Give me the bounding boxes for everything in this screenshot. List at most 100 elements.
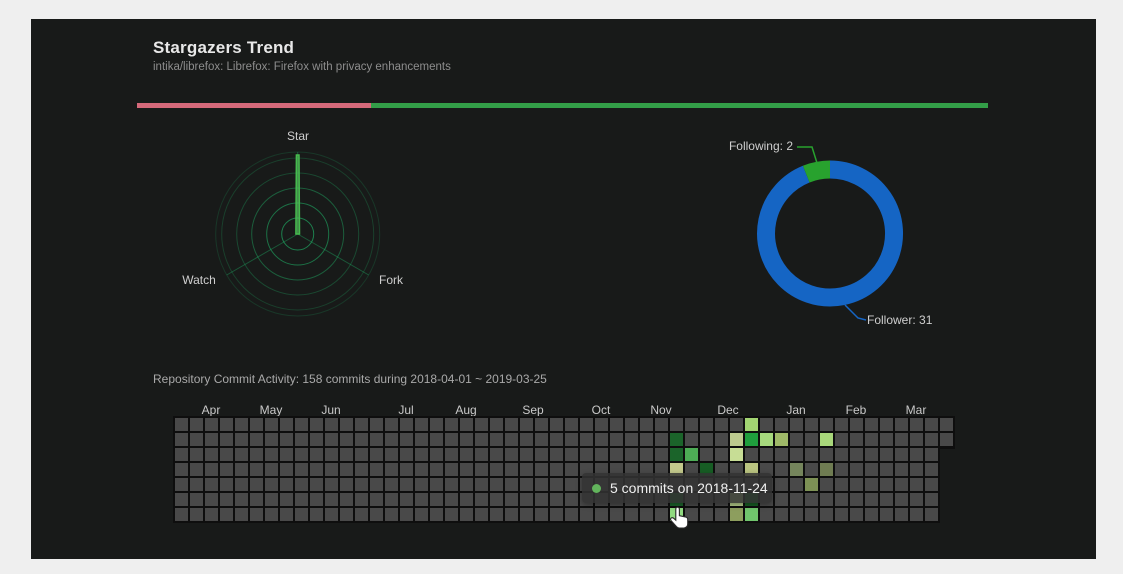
- heatmap-cell[interactable]: [235, 433, 248, 446]
- heatmap-cell[interactable]: [535, 493, 548, 506]
- heatmap-cell[interactable]: [700, 508, 713, 521]
- heatmap-cell[interactable]: [190, 418, 203, 431]
- heatmap-cell[interactable]: [925, 433, 938, 446]
- heatmap-cell[interactable]: [760, 418, 773, 431]
- heatmap-cell[interactable]: [835, 433, 848, 446]
- heatmap-cell[interactable]: [685, 508, 698, 521]
- heatmap-cell[interactable]: [805, 448, 818, 461]
- heatmap-cell[interactable]: [925, 463, 938, 476]
- heatmap-cell[interactable]: [775, 463, 788, 476]
- heatmap-cell[interactable]: [265, 463, 278, 476]
- heatmap-cell[interactable]: [775, 493, 788, 506]
- heatmap-cell[interactable]: [850, 463, 863, 476]
- heatmap-cell[interactable]: [910, 478, 923, 491]
- heatmap-cell[interactable]: [520, 448, 533, 461]
- heatmap-cell[interactable]: [430, 448, 443, 461]
- heatmap-cell[interactable]: [535, 463, 548, 476]
- heatmap-cell[interactable]: [865, 418, 878, 431]
- heatmap-cell[interactable]: [715, 433, 728, 446]
- heatmap-cell[interactable]: [175, 463, 188, 476]
- heatmap-cell[interactable]: [505, 508, 518, 521]
- heatmap-cell[interactable]: [670, 448, 683, 461]
- heatmap-cell[interactable]: [640, 463, 653, 476]
- heatmap-cell[interactable]: [730, 508, 743, 521]
- heatmap-cell[interactable]: [805, 418, 818, 431]
- heatmap-cell[interactable]: [835, 463, 848, 476]
- heatmap-cell[interactable]: [610, 448, 623, 461]
- heatmap-cell[interactable]: [355, 493, 368, 506]
- heatmap-cell[interactable]: [865, 478, 878, 491]
- heatmap-cell[interactable]: [250, 433, 263, 446]
- heatmap-cell[interactable]: [625, 448, 638, 461]
- heatmap-cell[interactable]: [865, 508, 878, 521]
- heatmap-cell[interactable]: [820, 493, 833, 506]
- heatmap-cell[interactable]: [880, 478, 893, 491]
- heatmap-cell[interactable]: [175, 508, 188, 521]
- heatmap-cell[interactable]: [835, 508, 848, 521]
- heatmap-cell[interactable]: [910, 463, 923, 476]
- heatmap-cell[interactable]: [445, 418, 458, 431]
- heatmap-cell[interactable]: [235, 508, 248, 521]
- heatmap-cell[interactable]: [325, 448, 338, 461]
- heatmap-cell[interactable]: [400, 433, 413, 446]
- heatmap-cell[interactable]: [895, 508, 908, 521]
- heatmap-cell[interactable]: [835, 448, 848, 461]
- heatmap-cell[interactable]: [220, 463, 233, 476]
- heatmap-cell[interactable]: [460, 478, 473, 491]
- heatmap-cell[interactable]: [265, 478, 278, 491]
- heatmap-cell[interactable]: [310, 493, 323, 506]
- heatmap-cell[interactable]: [595, 418, 608, 431]
- heatmap-cell[interactable]: [790, 508, 803, 521]
- heatmap-cell[interactable]: [745, 508, 758, 521]
- heatmap-cell[interactable]: [760, 448, 773, 461]
- heatmap-cell[interactable]: [475, 463, 488, 476]
- heatmap-cell[interactable]: [205, 448, 218, 461]
- heatmap-cell[interactable]: [925, 493, 938, 506]
- heatmap-cell[interactable]: [865, 493, 878, 506]
- heatmap-cell[interactable]: [895, 418, 908, 431]
- heatmap-cell[interactable]: [790, 433, 803, 446]
- heatmap-cell[interactable]: [940, 418, 953, 431]
- heatmap-cell[interactable]: [385, 508, 398, 521]
- heatmap-cell[interactable]: [340, 463, 353, 476]
- heatmap-cell[interactable]: [250, 448, 263, 461]
- heatmap-cell[interactable]: [535, 448, 548, 461]
- heatmap-cell[interactable]: [400, 463, 413, 476]
- heatmap-cell[interactable]: [400, 508, 413, 521]
- heatmap-cell[interactable]: [445, 448, 458, 461]
- heatmap-cell[interactable]: [880, 508, 893, 521]
- heatmap-cell[interactable]: [700, 433, 713, 446]
- heatmap-cell[interactable]: [640, 448, 653, 461]
- heatmap-cell[interactable]: [430, 493, 443, 506]
- heatmap-cell[interactable]: [430, 463, 443, 476]
- heatmap-cell[interactable]: [205, 418, 218, 431]
- heatmap-cell[interactable]: [820, 418, 833, 431]
- heatmap-cell[interactable]: [355, 508, 368, 521]
- heatmap-cell[interactable]: [460, 508, 473, 521]
- heatmap-cell[interactable]: [655, 508, 668, 521]
- heatmap-cell[interactable]: [910, 493, 923, 506]
- heatmap-cell[interactable]: [175, 478, 188, 491]
- heatmap-cell[interactable]: [550, 493, 563, 506]
- heatmap-cell[interactable]: [370, 448, 383, 461]
- heatmap-cell[interactable]: [325, 478, 338, 491]
- heatmap-cell[interactable]: [400, 493, 413, 506]
- heatmap-cell[interactable]: [925, 508, 938, 521]
- heatmap-cell[interactable]: [355, 448, 368, 461]
- heatmap-cell[interactable]: [355, 433, 368, 446]
- heatmap-cell[interactable]: [550, 478, 563, 491]
- heatmap-cell[interactable]: [910, 448, 923, 461]
- heatmap-cell[interactable]: [190, 433, 203, 446]
- heatmap-cell[interactable]: [715, 448, 728, 461]
- heatmap-cell[interactable]: [295, 478, 308, 491]
- heatmap-cell[interactable]: [310, 433, 323, 446]
- heatmap-cell[interactable]: [415, 493, 428, 506]
- heatmap-cell[interactable]: [895, 493, 908, 506]
- heatmap-cell[interactable]: [865, 433, 878, 446]
- heatmap-cell[interactable]: [400, 448, 413, 461]
- heatmap-cell[interactable]: [505, 433, 518, 446]
- heatmap-cell[interactable]: [415, 463, 428, 476]
- heatmap-cell[interactable]: [715, 463, 728, 476]
- heatmap-cell[interactable]: [685, 433, 698, 446]
- heatmap-cell[interactable]: [280, 463, 293, 476]
